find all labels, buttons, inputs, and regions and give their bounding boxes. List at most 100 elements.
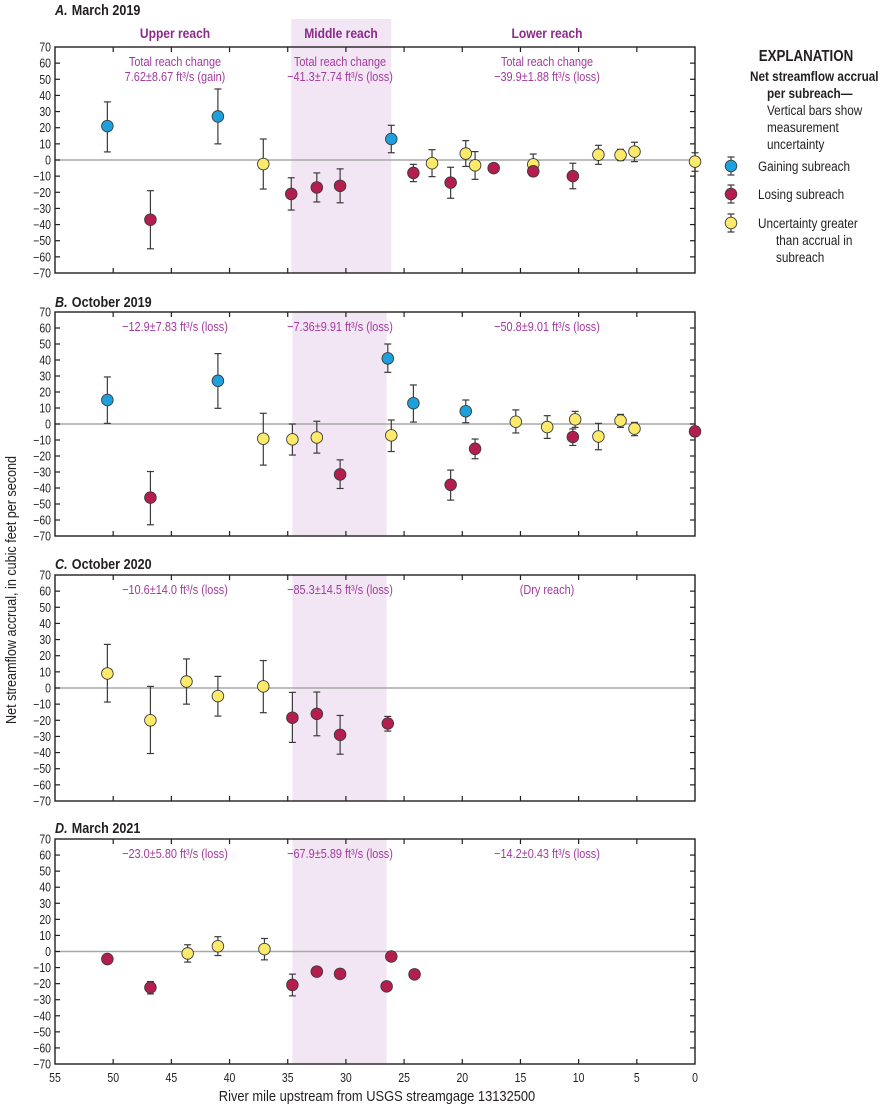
marker-losing <box>380 980 393 993</box>
data-point-losing <box>408 968 421 981</box>
panel-b: 70 60 50 40 30 20 10 0 −10 −20 −30 −40 −50 −60 −70 B. Oc… <box>33 293 702 544</box>
y-tick-label: 20 <box>39 122 51 135</box>
data-point-losing <box>310 172 324 203</box>
marker-losing <box>444 478 457 492</box>
data-point-uncertain <box>286 423 299 456</box>
data-point-losing <box>381 715 395 732</box>
legend-label: subreach <box>776 249 824 265</box>
marker-losing <box>333 728 347 742</box>
data-point-losing <box>333 459 347 490</box>
y-tick-label: −10 <box>33 962 51 975</box>
marker-uncertain <box>310 431 324 444</box>
panel-title: C. October 2020 <box>55 555 152 572</box>
y-tick-label: −10 <box>33 699 51 712</box>
marker-uncertain <box>211 689 225 703</box>
data-point-uncertain <box>614 413 627 428</box>
reach-annotation-middle: Total reach change <box>294 54 387 69</box>
marker-losing <box>566 430 580 444</box>
data-point-gaining <box>211 88 225 145</box>
marker-uncertain <box>592 148 605 161</box>
reach-annotation-middle: −7.36±9.91 ft³/s (loss) <box>287 319 393 334</box>
reach-annotation-lower: Total reach change <box>501 54 594 69</box>
y-tick-label: 50 <box>39 866 51 879</box>
y-tick-label: −50 <box>33 499 51 512</box>
data-point-uncertain <box>592 144 605 165</box>
data-point-losing <box>144 470 157 526</box>
data-point-uncertain <box>385 419 398 453</box>
marker-gaining <box>381 352 395 365</box>
y-tick-label: 60 <box>39 850 51 863</box>
legend-description: Vertical bars show <box>767 102 863 118</box>
data-point-uncertain <box>468 151 482 180</box>
y-tick-label: −70 <box>33 1059 51 1072</box>
data-point-uncertain <box>425 149 439 178</box>
y-tick-label: 10 <box>39 930 51 943</box>
marker-uncertain <box>540 420 554 434</box>
data-point-losing <box>144 190 157 250</box>
data-point-gaining <box>407 384 420 423</box>
y-tick-label: 0 <box>45 946 51 959</box>
marker-losing <box>566 169 580 183</box>
y-tick-label: 10 <box>39 403 51 416</box>
marker-uncertain <box>425 156 439 170</box>
data-point-losing <box>688 425 702 438</box>
marker-gaining <box>459 404 473 418</box>
reach-header-lower: Lower reach <box>512 25 583 41</box>
y-tick-label: 40 <box>39 882 51 895</box>
y-tick-label: 60 <box>39 586 51 599</box>
marker-losing <box>444 176 457 189</box>
data-point-uncertain <box>628 141 641 163</box>
legend-label: Losing subreach <box>758 186 844 202</box>
marker-losing <box>381 717 395 730</box>
marker-uncertain <box>628 422 641 435</box>
marker-losing <box>144 213 157 226</box>
marker-uncertain <box>614 414 627 427</box>
y-tick-label: −40 <box>33 219 51 232</box>
marker-losing <box>310 181 324 194</box>
reach-annotation-upper: −12.9±7.83 ft³/s (loss) <box>122 319 228 334</box>
marker-losing <box>408 968 421 981</box>
reach-annotation-middle: −41.3±7.74 ft³/s (loss) <box>287 69 393 84</box>
data-point-uncertain <box>258 937 271 961</box>
data-point-gaining <box>101 101 114 153</box>
legend-heading: EXPLANATION <box>759 48 853 65</box>
marker-uncertain <box>568 413 582 426</box>
data-point-losing <box>487 161 500 175</box>
y-tick-label: −70 <box>33 531 51 544</box>
reach-annotation-middle: −85.3±14.5 ft³/s (loss) <box>287 582 393 597</box>
y-tick-label: −10 <box>33 171 51 184</box>
data-point-gaining <box>385 124 398 154</box>
y-tick-label: 0 <box>45 683 51 696</box>
data-point-uncertain <box>592 422 605 451</box>
data-point-uncertain <box>257 138 270 190</box>
y-tick-label: −10 <box>33 435 51 448</box>
reach-annotation-lower: −14.2±0.43 ft³/s (loss) <box>494 846 600 861</box>
data-point-losing <box>101 952 114 966</box>
marker-losing <box>144 491 157 504</box>
legend-marker-gaining <box>724 159 738 173</box>
panel-date: October 2020 <box>72 555 152 572</box>
y-tick-label: 20 <box>39 914 51 927</box>
data-point-losing <box>385 950 398 963</box>
marker-uncertain <box>688 155 702 168</box>
marker-gaining <box>211 110 225 123</box>
data-point-losing <box>286 973 299 997</box>
y-tick-label: −30 <box>33 467 51 480</box>
marker-losing <box>333 179 347 193</box>
marker-uncertain <box>614 148 627 162</box>
data-point-losing <box>333 967 347 981</box>
x-tick-label: 15 <box>515 1072 527 1085</box>
legend-label: Uncertainty greater <box>758 215 858 231</box>
reach-annotation-middle: −67.9±5.89 ft³/s (loss) <box>287 846 393 861</box>
y-axis-label: Net streamflow accrual, in cubic feet pe… <box>2 456 19 724</box>
data-point-uncertain <box>257 412 270 466</box>
y-tick-label: 30 <box>39 371 51 384</box>
y-tick-label: 10 <box>39 667 51 680</box>
marker-gaining <box>385 132 398 146</box>
x-tick-label: 55 <box>49 1072 61 1085</box>
y-tick-label: −40 <box>33 1011 51 1024</box>
y-tick-label: −70 <box>33 268 51 281</box>
data-point-losing <box>333 714 347 755</box>
